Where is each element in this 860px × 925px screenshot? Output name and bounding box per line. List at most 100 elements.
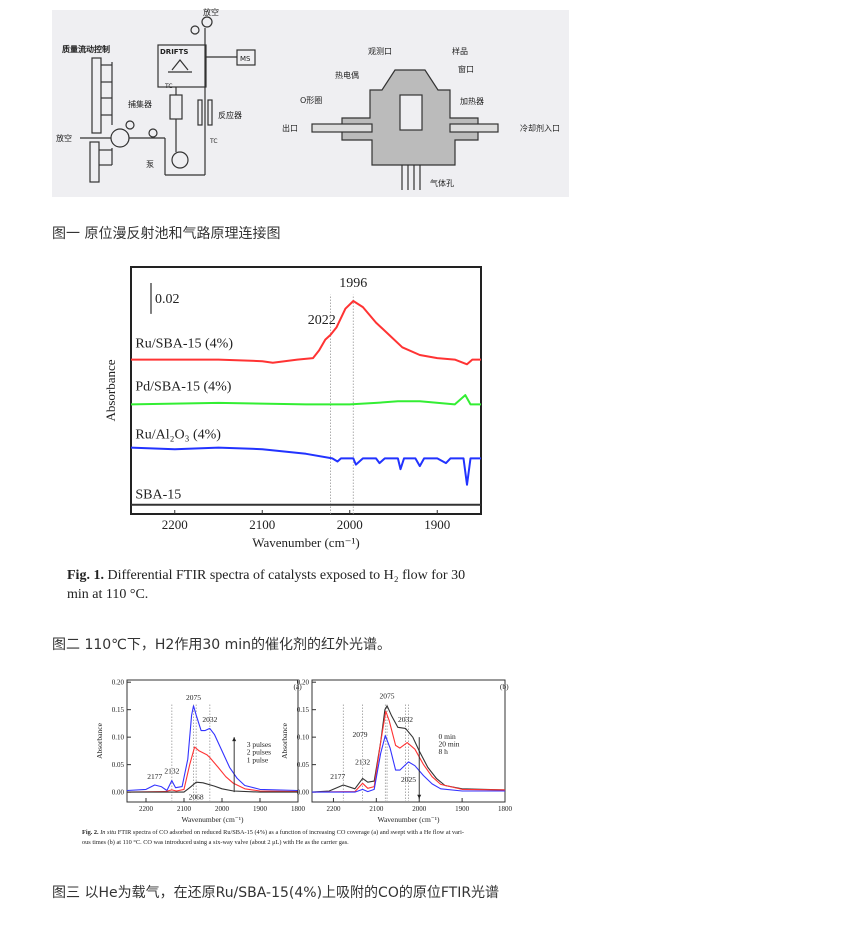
series-line-2-pulses <box>126 746 299 793</box>
x-tick-label: 1900 <box>424 517 450 532</box>
y-tick-label: 0.00 <box>297 789 310 797</box>
y-tick-label: 0.15 <box>112 706 125 714</box>
x-tick-label: 2100 <box>249 517 275 532</box>
label-coolant-inlet: 冷却剂入口 <box>520 123 560 133</box>
series-line-3-pulses <box>126 705 299 792</box>
y-tick-label: 0.20 <box>297 679 310 687</box>
x-axis-label: Wavenumber (cm⁻¹) <box>181 815 244 824</box>
series-label: Ru/SBA-15 (4%) <box>135 336 233 351</box>
plot-frame <box>130 266 482 515</box>
peak-annotation: 2068 <box>189 792 204 801</box>
label-tc1: TC <box>164 83 173 90</box>
y-tick-label: 0.05 <box>112 761 125 769</box>
peak-annotation: 2132 <box>355 758 370 767</box>
figure2-ftir-chart: 2200 2100 2000 1900 Wavenumber (cm⁻¹) Absorba… <box>103 266 482 550</box>
x-tick-label: 1900 <box>253 805 268 813</box>
label-trap: 捕集器 <box>128 99 152 109</box>
figure3-panel-a-chart: 2200 2100 2000 1900 1800 0.00 0.05 0.10 0.15 0.20… <box>95 679 306 824</box>
y-axis-label: Absorbance <box>280 722 289 758</box>
peak-annotation: 2075 <box>380 692 395 701</box>
label-outlet: 出口 <box>282 123 298 133</box>
peak-annotation: 2022 <box>308 313 336 328</box>
x-tick-label: 2100 <box>369 805 384 813</box>
arrow-head-icon <box>232 737 237 742</box>
label-window: 窗口 <box>458 64 474 74</box>
label-tc2: TC <box>209 138 218 145</box>
series-label: Pd/SBA-15 (4%) <box>135 380 231 395</box>
peak-annotation: 1 pulse <box>247 755 269 764</box>
y-tick-label: 0.15 <box>297 706 310 714</box>
x-tick-label: 2200 <box>139 805 154 813</box>
peak-annotation: 2132 <box>164 766 179 775</box>
figure3-image-caption: Fig. 2. In situ FTIR spectra of CO adsor… <box>82 828 464 848</box>
figure2-image-caption-line1: Differential FTIR spectra of catalysts e… <box>107 568 466 583</box>
x-tick-label: 2000 <box>215 805 230 813</box>
series-line-8-h <box>312 734 505 793</box>
plot-frame <box>126 679 299 803</box>
x-tick-label: 1800 <box>498 805 513 813</box>
label-heater: 加热器 <box>460 96 484 106</box>
peak-annotation: 3 pulses <box>247 740 271 749</box>
label-sample: 样品 <box>452 46 468 56</box>
y-axis-label: Absorbance <box>103 359 118 421</box>
series-label: SBA-15 <box>135 488 181 503</box>
figure3-image-caption-italic: In situ <box>100 829 117 836</box>
x-tick-label: 2200 <box>326 805 341 813</box>
peak-annotation: 2 pulses <box>247 748 271 757</box>
x-tick-label: 1900 <box>455 805 470 813</box>
label-o-ring: O形圈 <box>300 96 322 105</box>
y-tick-label: 0.10 <box>112 734 125 742</box>
peak-annotation: 2177 <box>147 772 162 781</box>
series-label: Ru/Al₂O₃ (4%) <box>135 427 221 442</box>
x-tick-label: 2000 <box>412 805 427 813</box>
series-line-1-pulse <box>127 781 298 793</box>
label-observation-port: 观测口 <box>368 47 392 56</box>
peak-annotation: 1996 <box>339 276 367 291</box>
arrow-head-icon <box>417 794 422 799</box>
label-drifts: DRIFTS <box>160 48 188 56</box>
x-tick-label: 2000 <box>337 517 363 532</box>
figure2-image-caption: Fig. 1. Differential FTIR spectra of cat… <box>67 566 507 604</box>
figure2-image-caption-line2: min at 110 °C. <box>67 587 149 602</box>
peak-annotation: 20 min <box>439 739 460 748</box>
y-tick-label: 0.10 <box>297 734 310 742</box>
peak-annotation: 2032 <box>398 715 413 724</box>
label-vent-left: 放空 <box>56 133 72 143</box>
y-tick-label: 0.20 <box>112 679 125 687</box>
x-tick-label: 2200 <box>162 517 188 532</box>
series-line-ru-al-o-4- <box>130 446 481 486</box>
gas-circuit-diagram <box>80 16 256 183</box>
figure3-panel-b-chart: 2200 2100 2000 1900 1800 0.00 0.05 0.10 0.15 0.20… <box>280 679 513 824</box>
label-mass-flow: 质量流动控制 <box>62 44 110 54</box>
scale-bar-label: 0.02 <box>155 292 180 307</box>
x-tick-label: 1800 <box>291 805 306 813</box>
series-line-20-min <box>311 710 506 793</box>
label-vent-top: 放空 <box>203 7 219 17</box>
y-tick-label: 0.05 <box>297 761 310 769</box>
x-axis-label: Wavenumber (cm⁻¹) <box>377 815 440 824</box>
label-thermocouple: 热电偶 <box>335 70 359 80</box>
figure2-image-caption-label: Fig. 1. <box>67 568 104 583</box>
y-tick-label: 0.00 <box>112 789 125 797</box>
peak-annotation: 2075 <box>186 693 201 702</box>
figure3-image-caption-line2: ous times (b) at 110 °C. CO was introduc… <box>82 839 349 846</box>
series-line-ru-sba-15-4- <box>131 300 481 366</box>
y-axis-label: Absorbance <box>95 722 104 758</box>
peak-annotation: 2079 <box>353 730 368 739</box>
figure3-image-caption-label: Fig. 2. <box>82 829 99 836</box>
peak-annotation: 2025 <box>401 775 416 784</box>
peak-annotation: 2032 <box>202 715 217 724</box>
label-pump: 泵 <box>146 160 154 169</box>
x-tick-label: 2100 <box>177 805 192 813</box>
figure3-caption: 图三 以He为载气，在还原Ru/SBA-15(4%)上吸附的CO的原位FTIR光… <box>52 885 500 901</box>
figure3-image-caption-line1: FTIR spectra of CO adsorbed on reduced R… <box>116 829 464 836</box>
peak-annotation: (b) <box>500 682 509 691</box>
series-line-0-min <box>311 705 506 793</box>
peak-annotation: 8 h <box>439 747 449 756</box>
reaction-cell-diagram <box>311 69 499 190</box>
figure2-caption: 图二 110℃下，H2作用30 min的催化剂的红外光谱。 <box>52 637 391 653</box>
label-gas-hole: 气体孔 <box>430 178 454 188</box>
peak-annotation: 0 min <box>439 732 457 741</box>
label-reactor: 反应器 <box>218 110 242 120</box>
